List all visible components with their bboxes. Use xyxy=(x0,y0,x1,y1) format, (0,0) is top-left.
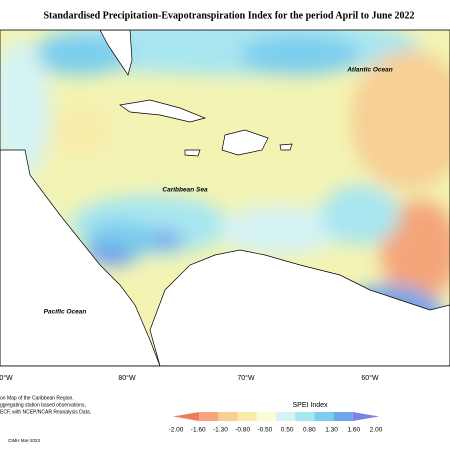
legend-tick-label: -1.30 xyxy=(213,427,228,434)
title: Standardised Precipitation-Evapotranspir… xyxy=(43,10,414,21)
legend-tick-label: -1.60 xyxy=(191,427,206,434)
legend: -2.00 -1.60 -1.30 -0.80 -0.50 0.50 0.80 1.30 1.6… xyxy=(169,412,383,434)
legend-swatch xyxy=(314,412,334,421)
legend-tick-label: -0.50 xyxy=(257,427,272,434)
legend-tick-label: 1.60 xyxy=(347,427,360,434)
legend-tick-label: -0.80 xyxy=(235,427,250,434)
legend-tick-label: 0.50 xyxy=(281,427,294,434)
land-south-america xyxy=(149,249,450,366)
ocean-label: Atlantic Ocean xyxy=(346,67,393,74)
land-jamaica xyxy=(184,149,201,157)
map xyxy=(0,30,450,366)
legend-tick-label: 2.00 xyxy=(370,427,383,434)
land-florida xyxy=(99,30,133,76)
legend-title: SPEI Index xyxy=(292,402,328,409)
map-frame xyxy=(0,29,450,367)
footnote: on Map of the Caribbean Region. xyxy=(0,395,74,401)
legend-swatch xyxy=(199,412,219,421)
credit: CIMH Mar-2023 xyxy=(8,438,41,443)
longitude-label: 80°W xyxy=(118,374,136,382)
ocean-label: Pacific Ocean xyxy=(44,309,87,316)
legend-tick-label: 1.30 xyxy=(325,427,338,434)
footnote: ECF, with NCEP/NCAR Reanalysis Data. xyxy=(0,409,91,415)
legend-swatch xyxy=(218,412,238,421)
sea-label: Caribbean Sea xyxy=(162,187,208,194)
land-cuba xyxy=(119,99,207,123)
legend-tick-label: -2.00 xyxy=(169,427,184,434)
longitude-label: 70°W xyxy=(237,374,255,382)
legend-swatch xyxy=(352,412,379,421)
legend-swatch xyxy=(333,412,353,421)
longitude-label: 60°W xyxy=(361,374,379,382)
legend-swatch xyxy=(237,412,257,421)
legend-swatch xyxy=(276,412,296,421)
footnote: ggregating station based observations, xyxy=(0,402,86,408)
legend-swatch xyxy=(256,412,276,421)
land-puerto-rico xyxy=(279,143,293,151)
legend-swatch xyxy=(173,412,200,421)
legend-tick-label: 0.80 xyxy=(303,427,316,434)
land-hispaniola xyxy=(221,129,269,156)
legend-swatch xyxy=(295,412,315,421)
longitude-label: 0°W xyxy=(0,374,13,382)
land-central-america xyxy=(0,149,161,366)
